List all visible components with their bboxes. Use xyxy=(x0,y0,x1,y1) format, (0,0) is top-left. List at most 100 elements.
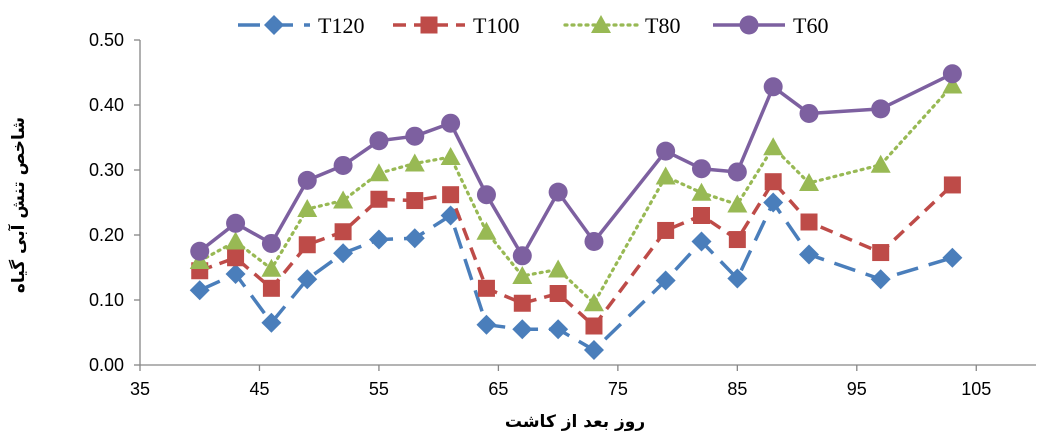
data-point-triangle xyxy=(655,166,676,185)
x-tick-label: 65 xyxy=(488,379,508,399)
data-point-square xyxy=(872,244,890,262)
data-point-triangle xyxy=(548,259,569,278)
data-point-circle xyxy=(369,131,389,151)
data-point-triangle xyxy=(261,258,282,277)
data-point-circle xyxy=(405,126,425,146)
y-axis-ticks: 0.00 0.10 0.20 0.30 0.40 0.50 xyxy=(89,30,140,375)
x-tick-label: 35 xyxy=(130,379,150,399)
x-tick-label: 85 xyxy=(727,379,747,399)
data-point-triangle xyxy=(404,153,425,172)
data-point-triangle xyxy=(727,194,748,213)
data-point-circle xyxy=(942,64,962,84)
data-point-circle xyxy=(190,241,210,261)
data-point-square xyxy=(406,192,424,210)
data-point-diamond xyxy=(727,268,748,289)
data-point-diamond xyxy=(261,312,282,333)
data-point-triangle xyxy=(870,154,891,173)
data-point-triangle xyxy=(333,190,354,209)
data-point-circle xyxy=(691,159,711,179)
data-point-triangle xyxy=(691,182,712,201)
data-point-circle xyxy=(584,232,604,251)
data-point-circle xyxy=(799,103,819,123)
data-point-square xyxy=(943,176,961,194)
data-point-square xyxy=(513,294,531,312)
data-point-diamond xyxy=(799,244,820,265)
data-point-circle xyxy=(763,77,783,97)
y-tick-label: 0.30 xyxy=(89,160,124,180)
legend-label: T80 xyxy=(645,13,680,38)
data-point-diamond xyxy=(512,319,533,340)
data-point-circle xyxy=(548,182,568,202)
x-tick-label: 45 xyxy=(249,379,269,399)
data-point-circle xyxy=(441,113,461,133)
x-axis-ticks: 35 45 55 65 75 85 95 105 xyxy=(130,365,991,399)
data-point-diamond xyxy=(189,280,210,301)
data-point-triangle xyxy=(763,137,784,156)
data-point-square xyxy=(262,279,280,297)
data-point-square xyxy=(728,231,746,249)
data-point-diamond xyxy=(583,340,604,361)
legend-item-t60: T60 xyxy=(713,13,828,38)
y-tick-label: 0.40 xyxy=(89,95,124,115)
legend-marker-circle xyxy=(739,15,759,35)
legend-label: T60 xyxy=(793,13,828,38)
data-point-diamond xyxy=(548,319,569,340)
data-point-square xyxy=(549,285,567,302)
data-point-diamond xyxy=(368,229,389,250)
axes: 35 45 55 65 75 85 95 105 0.000.100.200.300.400.… xyxy=(89,30,1036,399)
legend-marker-diamond xyxy=(264,15,284,35)
data-point-triangle xyxy=(368,163,389,182)
data-point-square xyxy=(764,173,782,191)
data-point-triangle xyxy=(942,75,963,94)
data-point-circle xyxy=(656,141,676,161)
data-point-square xyxy=(334,223,352,241)
x-tick-label: 105 xyxy=(961,379,991,399)
data-point-triangle xyxy=(476,221,497,240)
data-point-circle xyxy=(476,185,496,205)
data-point-square xyxy=(477,279,495,297)
data-point-diamond xyxy=(225,264,246,284)
data-point-circle xyxy=(226,213,246,233)
legend-item-t100: T100 xyxy=(393,13,519,38)
data-point-square xyxy=(370,190,388,208)
data-point-square xyxy=(585,317,603,335)
y-tick-label: 0.20 xyxy=(89,225,124,245)
data-point-diamond xyxy=(763,192,784,213)
legend-label: T100 xyxy=(473,13,519,38)
data-point-circle xyxy=(727,162,747,182)
data-point-square xyxy=(298,236,316,254)
data-point-diamond xyxy=(691,231,712,252)
data-point-diamond xyxy=(476,314,497,335)
data-point-diamond xyxy=(333,243,354,264)
data-point-triangle xyxy=(799,173,820,191)
data-point-triangle xyxy=(297,199,318,217)
data-point-circle xyxy=(297,170,317,190)
data-point-square xyxy=(692,207,710,224)
data-point-diamond xyxy=(870,269,891,290)
series-t100 xyxy=(191,173,961,335)
y-axis-title: شاخص تنش آبی گیاه xyxy=(7,117,29,293)
data-point-diamond xyxy=(297,269,318,290)
data-point-triangle xyxy=(512,265,533,284)
data-point-circle xyxy=(512,246,532,266)
legend-item-t120: T120 xyxy=(238,13,364,38)
x-tick-label: 75 xyxy=(608,379,628,399)
data-point-square xyxy=(800,213,818,231)
series-t120 xyxy=(189,192,963,361)
legend-marker-square xyxy=(420,16,438,34)
legend-item-t80: T80 xyxy=(563,13,680,38)
data-point-diamond xyxy=(655,270,676,291)
series-line xyxy=(198,83,954,305)
data-point-triangle xyxy=(440,147,461,165)
y-tick-label: 0.50 xyxy=(89,30,124,50)
series-line xyxy=(199,179,954,328)
legend-marker-triangle xyxy=(591,15,611,33)
series-t60 xyxy=(190,64,962,266)
y-tick-label: 0.10 xyxy=(89,290,124,310)
series-line xyxy=(198,72,954,258)
data-point-diamond xyxy=(404,228,425,249)
x-tick-label: 55 xyxy=(369,379,389,399)
series-layer xyxy=(189,64,963,361)
legend: T120 T100 T80 T60 xyxy=(238,13,828,38)
